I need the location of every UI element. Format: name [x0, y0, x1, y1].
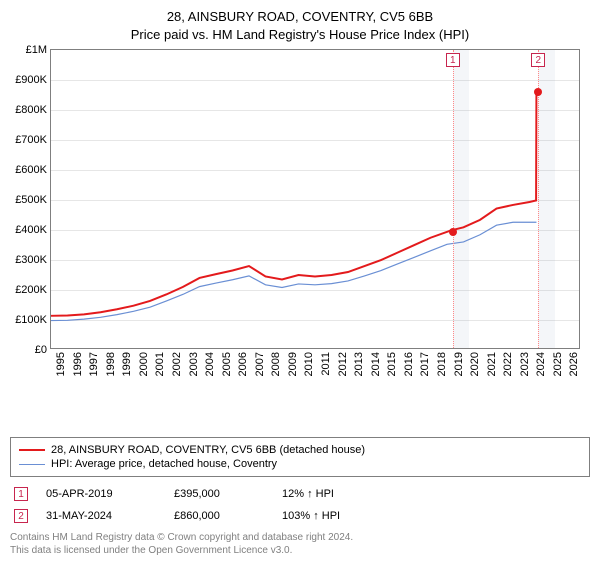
callout-badge: 2 — [531, 53, 545, 67]
x-tick-label: 2020 — [469, 352, 481, 376]
title-main: 28, AINSBURY ROAD, COVENTRY, CV5 6BB — [10, 8, 590, 26]
y-tick-label: £100K — [15, 314, 47, 326]
x-tick-label: 2014 — [370, 352, 382, 376]
y-tick-label: £600K — [15, 164, 47, 176]
transaction-date: 31-MAY-2024 — [46, 510, 156, 522]
y-tick-label: £700K — [15, 134, 47, 146]
x-tick-label: 2024 — [535, 352, 547, 376]
legend-label: HPI: Average price, detached house, Cove… — [51, 458, 277, 470]
x-tick-label: 2005 — [221, 352, 233, 376]
footer-line-2: This data is licensed under the Open Gov… — [10, 544, 590, 557]
x-tick-label: 2008 — [270, 352, 282, 376]
x-tick-label: 1996 — [72, 352, 84, 376]
x-tick-label: 2011 — [320, 352, 332, 376]
y-tick-label: £500K — [15, 194, 47, 206]
x-tick-label: 2015 — [386, 352, 398, 376]
transaction-badge: 1 — [14, 487, 28, 501]
y-tick-label: £0 — [35, 344, 47, 356]
legend-item: 28, AINSBURY ROAD, COVENTRY, CV5 6BB (de… — [19, 443, 581, 457]
y-tick-label: £900K — [15, 74, 47, 86]
transaction-price: £860,000 — [174, 510, 264, 522]
x-tick-label: 2021 — [486, 352, 498, 376]
x-tick-label: 2010 — [303, 352, 315, 376]
transaction-row: 1 05-APR-2019 £395,000 12% ↑ HPI — [10, 483, 590, 505]
x-tick-label: 2000 — [138, 352, 150, 376]
transaction-row: 2 31-MAY-2024 £860,000 103% ↑ HPI — [10, 505, 590, 527]
x-tick-label: 2025 — [552, 352, 564, 376]
x-tick-label: 2023 — [519, 352, 531, 376]
x-tick-label: 2006 — [237, 352, 249, 376]
transaction-delta: 12% ↑ HPI — [282, 488, 402, 500]
marker-dot — [449, 228, 457, 236]
x-tick-label: 2022 — [502, 352, 514, 376]
y-tick-label: £1M — [26, 44, 47, 56]
transaction-badge: 2 — [14, 509, 28, 523]
x-tick-label: 1999 — [121, 352, 133, 376]
chart-container: 28, AINSBURY ROAD, COVENTRY, CV5 6BB Pri… — [0, 0, 600, 563]
chart-area: £0 £100K £200K £300K £400K £500K £600K £700K £80… — [10, 49, 590, 399]
series-svg — [51, 50, 579, 348]
legend-item: HPI: Average price, detached house, Cove… — [19, 457, 581, 471]
footer-note: Contains HM Land Registry data © Crown c… — [10, 531, 590, 557]
x-tick-label: 2017 — [419, 352, 431, 376]
title-block: 28, AINSBURY ROAD, COVENTRY, CV5 6BB Pri… — [10, 8, 590, 43]
x-tick-label: 2026 — [568, 352, 580, 376]
x-tick-label: 2003 — [188, 352, 200, 376]
series-subject — [51, 92, 536, 316]
plot-area: £0£100K£200K£300K£400K£500K£600K£700K£80… — [50, 49, 580, 349]
footer-line-1: Contains HM Land Registry data © Crown c… — [10, 531, 590, 544]
x-tick-label: 2019 — [453, 352, 465, 376]
transactions-table: 1 05-APR-2019 £395,000 12% ↑ HPI 2 31-MAY-202… — [10, 483, 590, 527]
x-tick-label: 2016 — [403, 352, 415, 376]
legend-box: 28, AINSBURY ROAD, COVENTRY, CV5 6BB (de… — [10, 437, 590, 477]
x-tick-label: 2002 — [171, 352, 183, 376]
x-tick-label: 2004 — [204, 352, 216, 376]
series-hpi — [51, 222, 536, 320]
marker-dot — [534, 88, 542, 96]
legend-swatch — [19, 464, 45, 465]
transaction-delta: 103% ↑ HPI — [282, 510, 402, 522]
x-tick-label: 1995 — [55, 352, 67, 376]
title-sub: Price paid vs. HM Land Registry's House … — [10, 26, 590, 44]
y-tick-label: £400K — [15, 224, 47, 236]
x-tick-label: 2001 — [154, 352, 166, 376]
y-tick-label: £800K — [15, 104, 47, 116]
x-tick-label: 2007 — [254, 352, 266, 376]
x-tick-label: 1997 — [88, 352, 100, 376]
legend-label: 28, AINSBURY ROAD, COVENTRY, CV5 6BB (de… — [51, 444, 365, 456]
legend-swatch — [19, 449, 45, 451]
x-tick-label: 2018 — [436, 352, 448, 376]
y-tick-label: £200K — [15, 284, 47, 296]
x-tick-label: 1998 — [105, 352, 117, 376]
x-tick-label: 2009 — [287, 352, 299, 376]
x-tick-label: 2012 — [337, 352, 349, 376]
transaction-date: 05-APR-2019 — [46, 488, 156, 500]
x-tick-label: 2013 — [353, 352, 365, 376]
y-tick-label: £300K — [15, 254, 47, 266]
callout-badge: 1 — [446, 53, 460, 67]
callout-guide — [453, 50, 454, 348]
transaction-price: £395,000 — [174, 488, 264, 500]
